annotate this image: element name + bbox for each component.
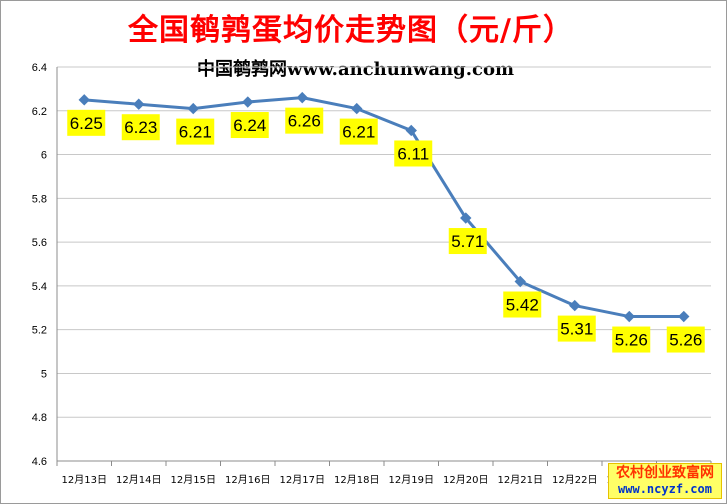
x-tick-label: 12月13日 [62,474,107,486]
data-label: 6.11 [397,144,429,163]
data-label: 6.26 [288,112,321,131]
x-tick-label: 12月20日 [443,474,488,486]
data-label-bg [121,114,160,141]
chart-title: 全国鹌鹑蛋均价走势图（元/斤） [128,13,574,48]
data-point [296,91,308,104]
x-tick-label: 12月22日 [552,474,597,486]
data-point [133,98,145,110]
data-label: 5.42 [506,296,539,315]
data-label-bg [448,228,487,255]
x-tick-label: 12月15日 [171,474,216,486]
data-label-bg [230,112,269,139]
y-tick-label: 4.8 [32,412,47,424]
x-tick-label: 12月16日 [225,474,270,486]
x-tick-label: 12月14日 [116,474,161,486]
y-tick-label: 5 [41,368,47,380]
data-label-bg [176,118,215,145]
site-watermark: 农村创业致富网 www.ncyzf.com [608,463,722,499]
x-tick-label: 12月18日 [334,474,379,486]
data-label-bg [285,107,324,134]
data-label: 5.26 [669,331,702,350]
x-tick-label: 12月21日 [498,474,543,486]
y-tick-label: 5.8 [32,193,47,205]
data-label-bg [394,140,433,167]
data-point [678,310,690,323]
data-point [514,275,526,288]
data-point [569,299,581,312]
data-point [242,96,254,108]
data-label: 5.26 [615,331,648,350]
data-label: 6.21 [179,123,212,142]
series-line [84,96,684,319]
y-tick-label: 6.4 [32,62,47,74]
y-tick-label: 5.6 [32,237,47,249]
watermark-site-url: www.ncyzf.com [618,482,712,496]
y-tick-label: 5.4 [32,281,47,293]
data-label: 5.71 [451,232,484,251]
data-point [78,94,90,106]
y-tick-label: 6 [41,150,47,162]
y-tick-label: 6.2 [32,106,47,118]
data-label: 6.25 [70,114,103,133]
data-label: 6.24 [233,116,266,135]
data-point [623,310,635,323]
data-label: 6.21 [342,123,375,142]
data-label-bg [557,315,596,342]
x-tick-label: 12月17日 [280,474,325,486]
data-label: 5.31 [560,320,593,339]
watermark-site-name: 农村创业致富网 [616,465,714,481]
y-tick-label: 5.2 [32,325,47,337]
data-point [460,212,472,224]
data-point [351,102,363,115]
x-tick-label: 12月19日 [389,474,434,486]
data-label-bg [339,118,378,145]
data-point [187,102,199,115]
data-label-bg [666,326,705,353]
data-label-bg [503,291,542,318]
data-point [405,124,417,137]
data-label-bg [612,326,651,353]
y-tick-label: 4.6 [32,456,47,468]
data-label-bg [67,109,106,136]
chart-subtitle: 中国鹌鹑网www.anchunwang.com [197,59,515,80]
data-label: 6.23 [124,118,157,137]
